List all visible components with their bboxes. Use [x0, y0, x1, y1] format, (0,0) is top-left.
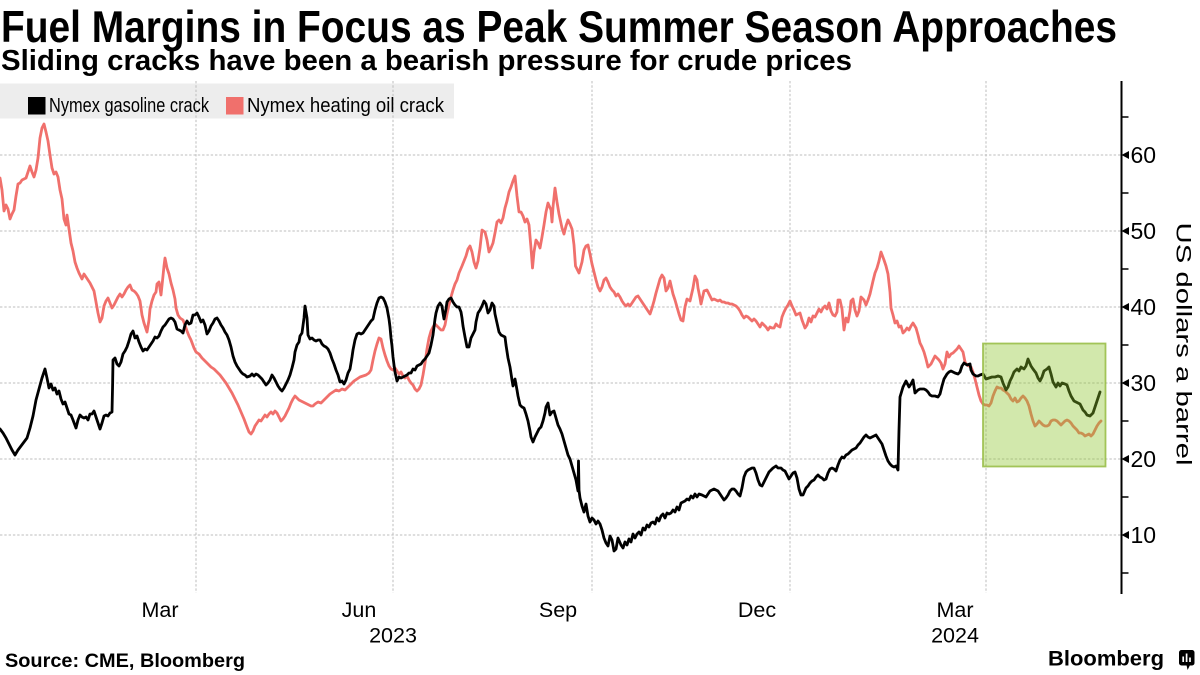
- svg-text:Sliding cracks have been a bea: Sliding cracks have been a bearish press…: [1, 45, 852, 77]
- svg-text:US dollars a barrel: US dollars a barrel: [1172, 223, 1195, 466]
- svg-text:Dec: Dec: [738, 598, 776, 622]
- svg-text:Source: CME, Bloomberg: Source: CME, Bloomberg: [5, 651, 245, 672]
- svg-text:Bloomberg: Bloomberg: [1048, 647, 1164, 671]
- svg-text:Nymex heating oil crack: Nymex heating oil crack: [247, 94, 445, 117]
- svg-text:60: 60: [1131, 142, 1157, 168]
- svg-text:Sep: Sep: [539, 598, 577, 622]
- svg-text:2023: 2023: [369, 624, 417, 648]
- svg-text:10: 10: [1131, 522, 1157, 548]
- svg-text:Mar: Mar: [141, 598, 178, 622]
- svg-text:Nymex gasoline crack: Nymex gasoline crack: [49, 94, 210, 117]
- svg-text:20: 20: [1131, 446, 1157, 472]
- svg-text:Jun: Jun: [342, 598, 377, 622]
- svg-text:50: 50: [1131, 218, 1157, 244]
- svg-text:2024: 2024: [931, 624, 979, 648]
- svg-text:Mar: Mar: [936, 598, 973, 622]
- svg-text:40: 40: [1131, 294, 1157, 320]
- svg-text:Fuel Margins in Focus as Peak: Fuel Margins in Focus as Peak Summer Sea…: [1, 3, 1117, 52]
- svg-text:30: 30: [1131, 370, 1157, 396]
